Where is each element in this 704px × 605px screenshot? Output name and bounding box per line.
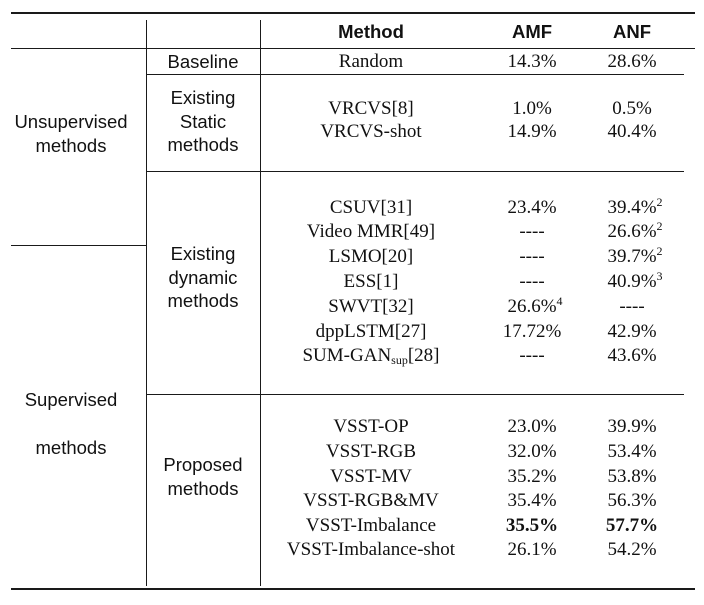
- category-static-line3: methods: [167, 134, 239, 155]
- row-vsst-rgb-amf: 32.0%: [507, 441, 557, 462]
- vertical-rule-1: [146, 20, 147, 586]
- category-proposed: Proposed methods: [163, 453, 242, 500]
- row-video-mmr-anf-footnote: 2: [656, 219, 663, 233]
- row-ess-anf-value: 40.9%: [607, 271, 657, 292]
- row-vsst-rgbmv-anf: 56.3%: [607, 490, 657, 511]
- row-vsst-rgbmv-amf: 35.4%: [507, 490, 557, 511]
- row-lsmo-method: LSMO[20]: [328, 246, 414, 267]
- row-random-anf: 28.6%: [607, 51, 657, 72]
- category-proposed-line2: methods: [167, 477, 239, 499]
- row-sumgan-anf: 43.6%: [607, 345, 657, 366]
- row-csuv-amf: 23.4%: [507, 197, 557, 218]
- row-vsst-imbalance-anf: 57.7%: [605, 515, 659, 536]
- row-random-amf: 14.3%: [507, 51, 557, 72]
- header-method: Method: [338, 21, 404, 42]
- row-vsst-rgb-anf: 53.4%: [607, 441, 657, 462]
- group-supervised-line2: methods: [35, 437, 107, 458]
- row-lsmo-amf: ----: [519, 246, 545, 267]
- top-rule: [11, 12, 695, 14]
- row-vsst-op-amf: 23.0%: [507, 416, 557, 437]
- row-sumgan-method-sub: sup: [391, 353, 408, 367]
- row-vrcvs-shot-amf: 14.9%: [507, 121, 557, 142]
- category-dynamic-line3: methods: [167, 290, 239, 311]
- row-ess-amf: ----: [519, 271, 545, 292]
- row-dpplstm-method: dppLSTM[27]: [315, 321, 427, 342]
- category-static-line2: Static: [179, 110, 227, 132]
- group-unsupervised-line1: Unsupervised: [14, 111, 128, 132]
- row-vsst-mv-method: VSST-MV: [330, 466, 412, 487]
- row-sumgan-method: SUM-GANsup[28]: [302, 344, 439, 368]
- row-lsmo-anf-value: 39.7%: [607, 246, 657, 267]
- group-supervised-line1: Supervised: [24, 389, 118, 410]
- row-video-mmr-anf-value: 26.6%: [607, 221, 657, 242]
- row-vrcvs-shot-method: VRCVS-shot: [320, 121, 422, 142]
- row-swvt-amf-footnote: 4: [556, 294, 563, 308]
- header-amf: AMF: [511, 21, 553, 42]
- row-vsst-rgb-method: VSST-RGB: [325, 441, 417, 462]
- bottom-rule: [11, 588, 695, 590]
- category-static: Existing Static methods: [168, 86, 239, 157]
- group-rule: [11, 245, 147, 246]
- category-proposed-line1: Proposed: [163, 454, 243, 475]
- row-video-mmr-method: Video MMR[49]: [306, 221, 436, 242]
- row-ess-anf-footnote: 3: [656, 269, 663, 283]
- row-vsst-op-anf: 39.9%: [607, 416, 657, 437]
- row-video-mmr-amf: ----: [519, 221, 545, 242]
- row-swvt-amf-value: 26.6%: [507, 296, 557, 317]
- row-csuv-method: CSUV[31]: [329, 197, 413, 218]
- vertical-rule-2: [260, 20, 261, 586]
- category-static-line1: Existing: [170, 87, 236, 108]
- row-dpplstm-anf: 42.9%: [607, 321, 657, 342]
- row-vrcvs-method: VRCVS[8]: [328, 98, 414, 119]
- row-lsmo-anf: 39.7%2: [607, 245, 662, 269]
- row-vsst-mv-anf: 53.8%: [607, 466, 657, 487]
- row-video-mmr-anf: 26.6%2: [607, 220, 662, 244]
- dynamic-rule: [147, 394, 684, 395]
- static-rule: [147, 171, 684, 172]
- row-csuv-anf: 39.4%2: [607, 196, 662, 220]
- category-dynamic: Existing dynamic methods: [168, 242, 239, 313]
- row-vsst-op-method: VSST-OP: [333, 416, 409, 437]
- row-swvt-anf: ----: [619, 296, 645, 317]
- row-sumgan-method-ref: [28]: [407, 345, 440, 366]
- row-vrcvs-anf: 0.5%: [612, 98, 652, 119]
- row-vsst-imbalance-shot-amf: 26.1%: [507, 539, 557, 560]
- row-ess-method: ESS[1]: [343, 271, 399, 292]
- row-vsst-imbalance-shot-method: VSST-Imbalance-shot: [286, 539, 456, 560]
- row-csuv-anf-footnote: 2: [656, 195, 663, 209]
- row-vsst-imbalance-amf: 35.5%: [505, 515, 559, 536]
- group-unsupervised-line2: methods: [35, 134, 107, 156]
- row-dpplstm-amf: 17.72%: [502, 321, 562, 342]
- row-vrcvs-shot-anf: 40.4%: [607, 121, 657, 142]
- category-baseline: Baseline: [167, 51, 239, 72]
- group-unsupervised: Unsupervised methods: [14, 110, 127, 157]
- row-swvt-amf: 26.6%4: [507, 295, 562, 319]
- row-swvt-method: SWVT[32]: [328, 296, 414, 317]
- baseline-rule: [147, 74, 684, 75]
- row-vrcvs-amf: 1.0%: [512, 98, 552, 119]
- row-sumgan-amf: ----: [519, 345, 545, 366]
- row-sumgan-method-main: SUM-GAN: [302, 345, 392, 366]
- row-csuv-anf-value: 39.4%: [607, 197, 657, 218]
- row-vsst-mv-amf: 35.2%: [507, 466, 557, 487]
- row-vsst-imbalance-shot-anf: 54.2%: [607, 539, 657, 560]
- category-dynamic-line2: dynamic: [168, 266, 238, 288]
- header-rule: [11, 48, 695, 49]
- row-lsmo-anf-footnote: 2: [656, 244, 663, 258]
- row-vsst-rgbmv-method: VSST-RGB&MV: [303, 490, 439, 511]
- row-vsst-imbalance-method: VSST-Imbalance: [305, 515, 437, 536]
- group-supervised: Supervised methods: [25, 376, 118, 472]
- category-dynamic-line1: Existing: [170, 243, 236, 264]
- row-ess-anf: 40.9%3: [607, 270, 662, 294]
- header-anf: ANF: [612, 21, 652, 42]
- row-random-method: Random: [338, 51, 404, 72]
